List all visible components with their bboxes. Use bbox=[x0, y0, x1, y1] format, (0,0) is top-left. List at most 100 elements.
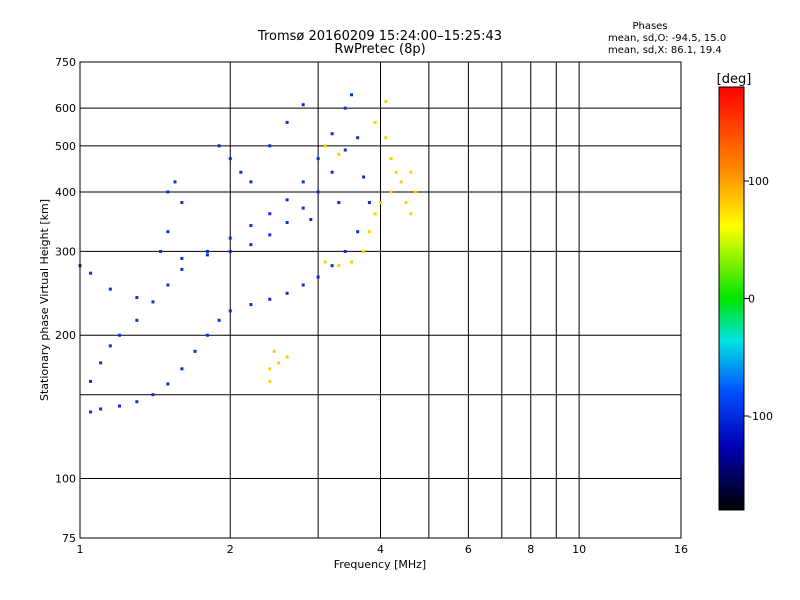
data-point-x bbox=[367, 230, 371, 234]
data-point-x bbox=[268, 379, 272, 383]
colorbar-tick-label: 100 bbox=[748, 175, 769, 188]
y-tick-label: 75 bbox=[62, 532, 76, 545]
data-point-o bbox=[135, 318, 139, 322]
data-point-o bbox=[205, 249, 209, 253]
colorbar bbox=[718, 86, 745, 511]
data-point-o bbox=[343, 148, 347, 152]
legend-line-o: mean, sd,O: -94.5, 15.0 bbox=[608, 33, 726, 44]
x-tick-label: 10 bbox=[572, 543, 586, 556]
legend-title: Phases bbox=[632, 21, 667, 32]
data-point-x bbox=[394, 170, 398, 174]
data-point-x bbox=[409, 212, 413, 216]
data-point-x bbox=[404, 201, 408, 205]
y-tick-label: 500 bbox=[55, 140, 76, 153]
data-point-o bbox=[301, 283, 305, 287]
data-point-o bbox=[89, 271, 93, 275]
data-point-o bbox=[356, 136, 360, 140]
y-tick-label: 600 bbox=[55, 102, 76, 115]
data-point-x bbox=[384, 99, 388, 103]
data-point-o bbox=[135, 400, 139, 404]
data-point-x bbox=[389, 190, 393, 194]
data-point-o bbox=[173, 180, 177, 184]
data-point-o bbox=[309, 218, 313, 222]
data-point-x bbox=[350, 260, 354, 264]
data-point-o bbox=[316, 157, 320, 161]
data-point-o bbox=[193, 349, 197, 353]
data-point-o bbox=[118, 333, 122, 337]
data-point-x bbox=[389, 157, 393, 161]
data-point-o bbox=[343, 249, 347, 253]
data-point-o bbox=[166, 382, 170, 386]
data-point-o bbox=[118, 404, 122, 408]
x-tick-labels: 1 2 4 6 8 10 16 bbox=[77, 543, 689, 556]
x-tick-label: 2 bbox=[227, 543, 234, 556]
y-tick-label: 750 bbox=[55, 56, 76, 69]
data-point-o bbox=[217, 144, 221, 148]
data-point-o bbox=[99, 407, 103, 411]
data-points bbox=[78, 93, 417, 414]
data-point-o bbox=[180, 201, 184, 205]
x-tick-label: 1 bbox=[77, 543, 84, 556]
y-tick-labels: 75 100 200 300 400 500 600 750 bbox=[55, 56, 76, 545]
data-point-o bbox=[228, 236, 232, 240]
data-point-x bbox=[373, 212, 377, 216]
data-point-x bbox=[384, 136, 388, 140]
colorbar-tick-label: -100 bbox=[748, 410, 773, 423]
chart-title: Tromsø 20160209 15:24:00–15:25:43 bbox=[257, 29, 502, 44]
data-point-o bbox=[268, 212, 272, 216]
data-point-x bbox=[268, 367, 272, 371]
y-axis-label: Stationary phase Virtual Height [km] bbox=[38, 199, 51, 401]
data-point-x bbox=[337, 152, 341, 156]
data-point-x bbox=[379, 201, 382, 205]
data-point-o bbox=[350, 93, 354, 97]
data-point-o bbox=[356, 230, 360, 234]
y-tick-label: 200 bbox=[55, 329, 76, 342]
grid-lines bbox=[80, 62, 681, 538]
x-tick-label: 16 bbox=[674, 543, 688, 556]
data-point-o bbox=[135, 296, 139, 300]
data-point-o bbox=[180, 367, 184, 371]
data-point-o bbox=[249, 243, 253, 247]
data-point-x bbox=[413, 190, 417, 194]
data-point-o bbox=[337, 201, 341, 205]
data-point-o bbox=[166, 230, 170, 234]
y-tick-label: 300 bbox=[55, 245, 76, 258]
data-point-o bbox=[343, 106, 347, 110]
data-point-o bbox=[228, 157, 232, 161]
data-point-x bbox=[337, 264, 341, 268]
data-point-x bbox=[399, 180, 403, 184]
data-point-x bbox=[373, 120, 377, 124]
data-point-o bbox=[108, 344, 112, 348]
colorbar-tick-label: 0 bbox=[748, 293, 755, 306]
data-point-o bbox=[330, 264, 334, 268]
data-point-o bbox=[285, 198, 289, 202]
data-point-o bbox=[239, 170, 243, 174]
data-point-o bbox=[151, 393, 155, 397]
data-point-o bbox=[285, 120, 289, 124]
data-point-o bbox=[362, 175, 366, 179]
data-point-o bbox=[285, 221, 289, 225]
data-point-o bbox=[166, 283, 170, 287]
data-point-o bbox=[89, 410, 93, 414]
data-point-x bbox=[272, 349, 276, 353]
data-point-o bbox=[330, 170, 334, 174]
data-point-o bbox=[268, 233, 272, 237]
data-point-o bbox=[228, 249, 232, 253]
x-tick-label: 4 bbox=[377, 543, 384, 556]
data-point-o bbox=[301, 103, 305, 107]
data-point-o bbox=[180, 267, 184, 271]
data-point-o bbox=[228, 309, 232, 313]
data-point-o bbox=[166, 190, 170, 194]
x-tick-label: 6 bbox=[465, 543, 472, 556]
data-point-o bbox=[316, 275, 320, 279]
data-point-o bbox=[205, 253, 209, 257]
data-point-o bbox=[159, 249, 163, 253]
x-axis-label: Frequency [MHz] bbox=[334, 558, 426, 571]
data-point-o bbox=[268, 144, 272, 148]
data-point-x bbox=[362, 249, 366, 253]
data-point-o bbox=[217, 318, 221, 322]
colorbar-label: [deg] bbox=[717, 72, 752, 87]
data-point-x bbox=[277, 361, 281, 365]
data-point-o bbox=[89, 379, 93, 383]
